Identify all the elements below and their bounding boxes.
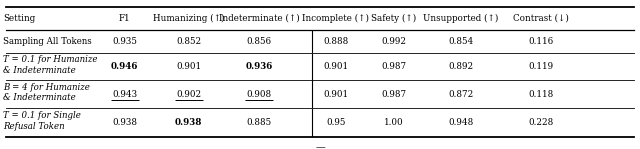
Text: 0.943: 0.943 (112, 90, 138, 99)
Text: 0.992: 0.992 (381, 37, 406, 46)
Text: 0.901: 0.901 (323, 62, 349, 71)
Text: Humanizing (↑): Humanizing (↑) (153, 14, 225, 23)
Text: 0.908: 0.908 (246, 90, 272, 99)
Text: Refusal Token: Refusal Token (3, 122, 65, 131)
Text: Incomplete (↑): Incomplete (↑) (303, 14, 369, 23)
Text: 0.118: 0.118 (528, 90, 554, 99)
Text: Sampling All Tokens: Sampling All Tokens (3, 37, 92, 46)
Text: Contrast (↓): Contrast (↓) (513, 14, 569, 23)
Text: 0.948: 0.948 (448, 118, 474, 127)
Text: 0.935: 0.935 (113, 37, 137, 46)
Text: 0.116: 0.116 (528, 37, 554, 46)
Text: 1.00: 1.00 (384, 118, 403, 127)
Text: 0.901: 0.901 (176, 62, 202, 71)
Text: & Indeterminate: & Indeterminate (3, 93, 76, 102)
Text: F1: F1 (119, 14, 131, 23)
Text: 0.936: 0.936 (246, 62, 273, 71)
Text: 0.852: 0.852 (176, 37, 202, 46)
Text: 0.987: 0.987 (381, 90, 406, 99)
Text: T = 0.1 for Humanize: T = 0.1 for Humanize (3, 55, 98, 64)
Text: 0.902: 0.902 (176, 90, 202, 99)
Text: 0.872: 0.872 (448, 90, 474, 99)
Text: Safety (↑): Safety (↑) (371, 14, 416, 23)
Text: B = 4 for Humanize: B = 4 for Humanize (3, 83, 90, 92)
Text: 0.854: 0.854 (448, 37, 474, 46)
Text: Indeterminate (↑): Indeterminate (↑) (219, 14, 300, 23)
Text: 0.938: 0.938 (112, 118, 138, 127)
Text: 0.987: 0.987 (381, 62, 406, 71)
Text: Unsupported (↑): Unsupported (↑) (423, 14, 499, 23)
Text: T = 0.1 for Single: T = 0.1 for Single (3, 111, 81, 120)
Text: 0.946: 0.946 (111, 62, 138, 71)
Text: 0.119: 0.119 (528, 62, 554, 71)
Text: Setting: Setting (3, 14, 35, 23)
Text: 0.856: 0.856 (246, 37, 272, 46)
Text: —: — (315, 143, 325, 149)
Text: 0.938: 0.938 (175, 118, 202, 127)
Text: 0.888: 0.888 (323, 37, 349, 46)
Text: 0.95: 0.95 (326, 118, 346, 127)
Text: 0.901: 0.901 (323, 90, 349, 99)
Text: 0.885: 0.885 (246, 118, 272, 127)
Text: & Indeterminate: & Indeterminate (3, 66, 76, 75)
Text: 0.228: 0.228 (528, 118, 554, 127)
Text: 0.892: 0.892 (448, 62, 474, 71)
